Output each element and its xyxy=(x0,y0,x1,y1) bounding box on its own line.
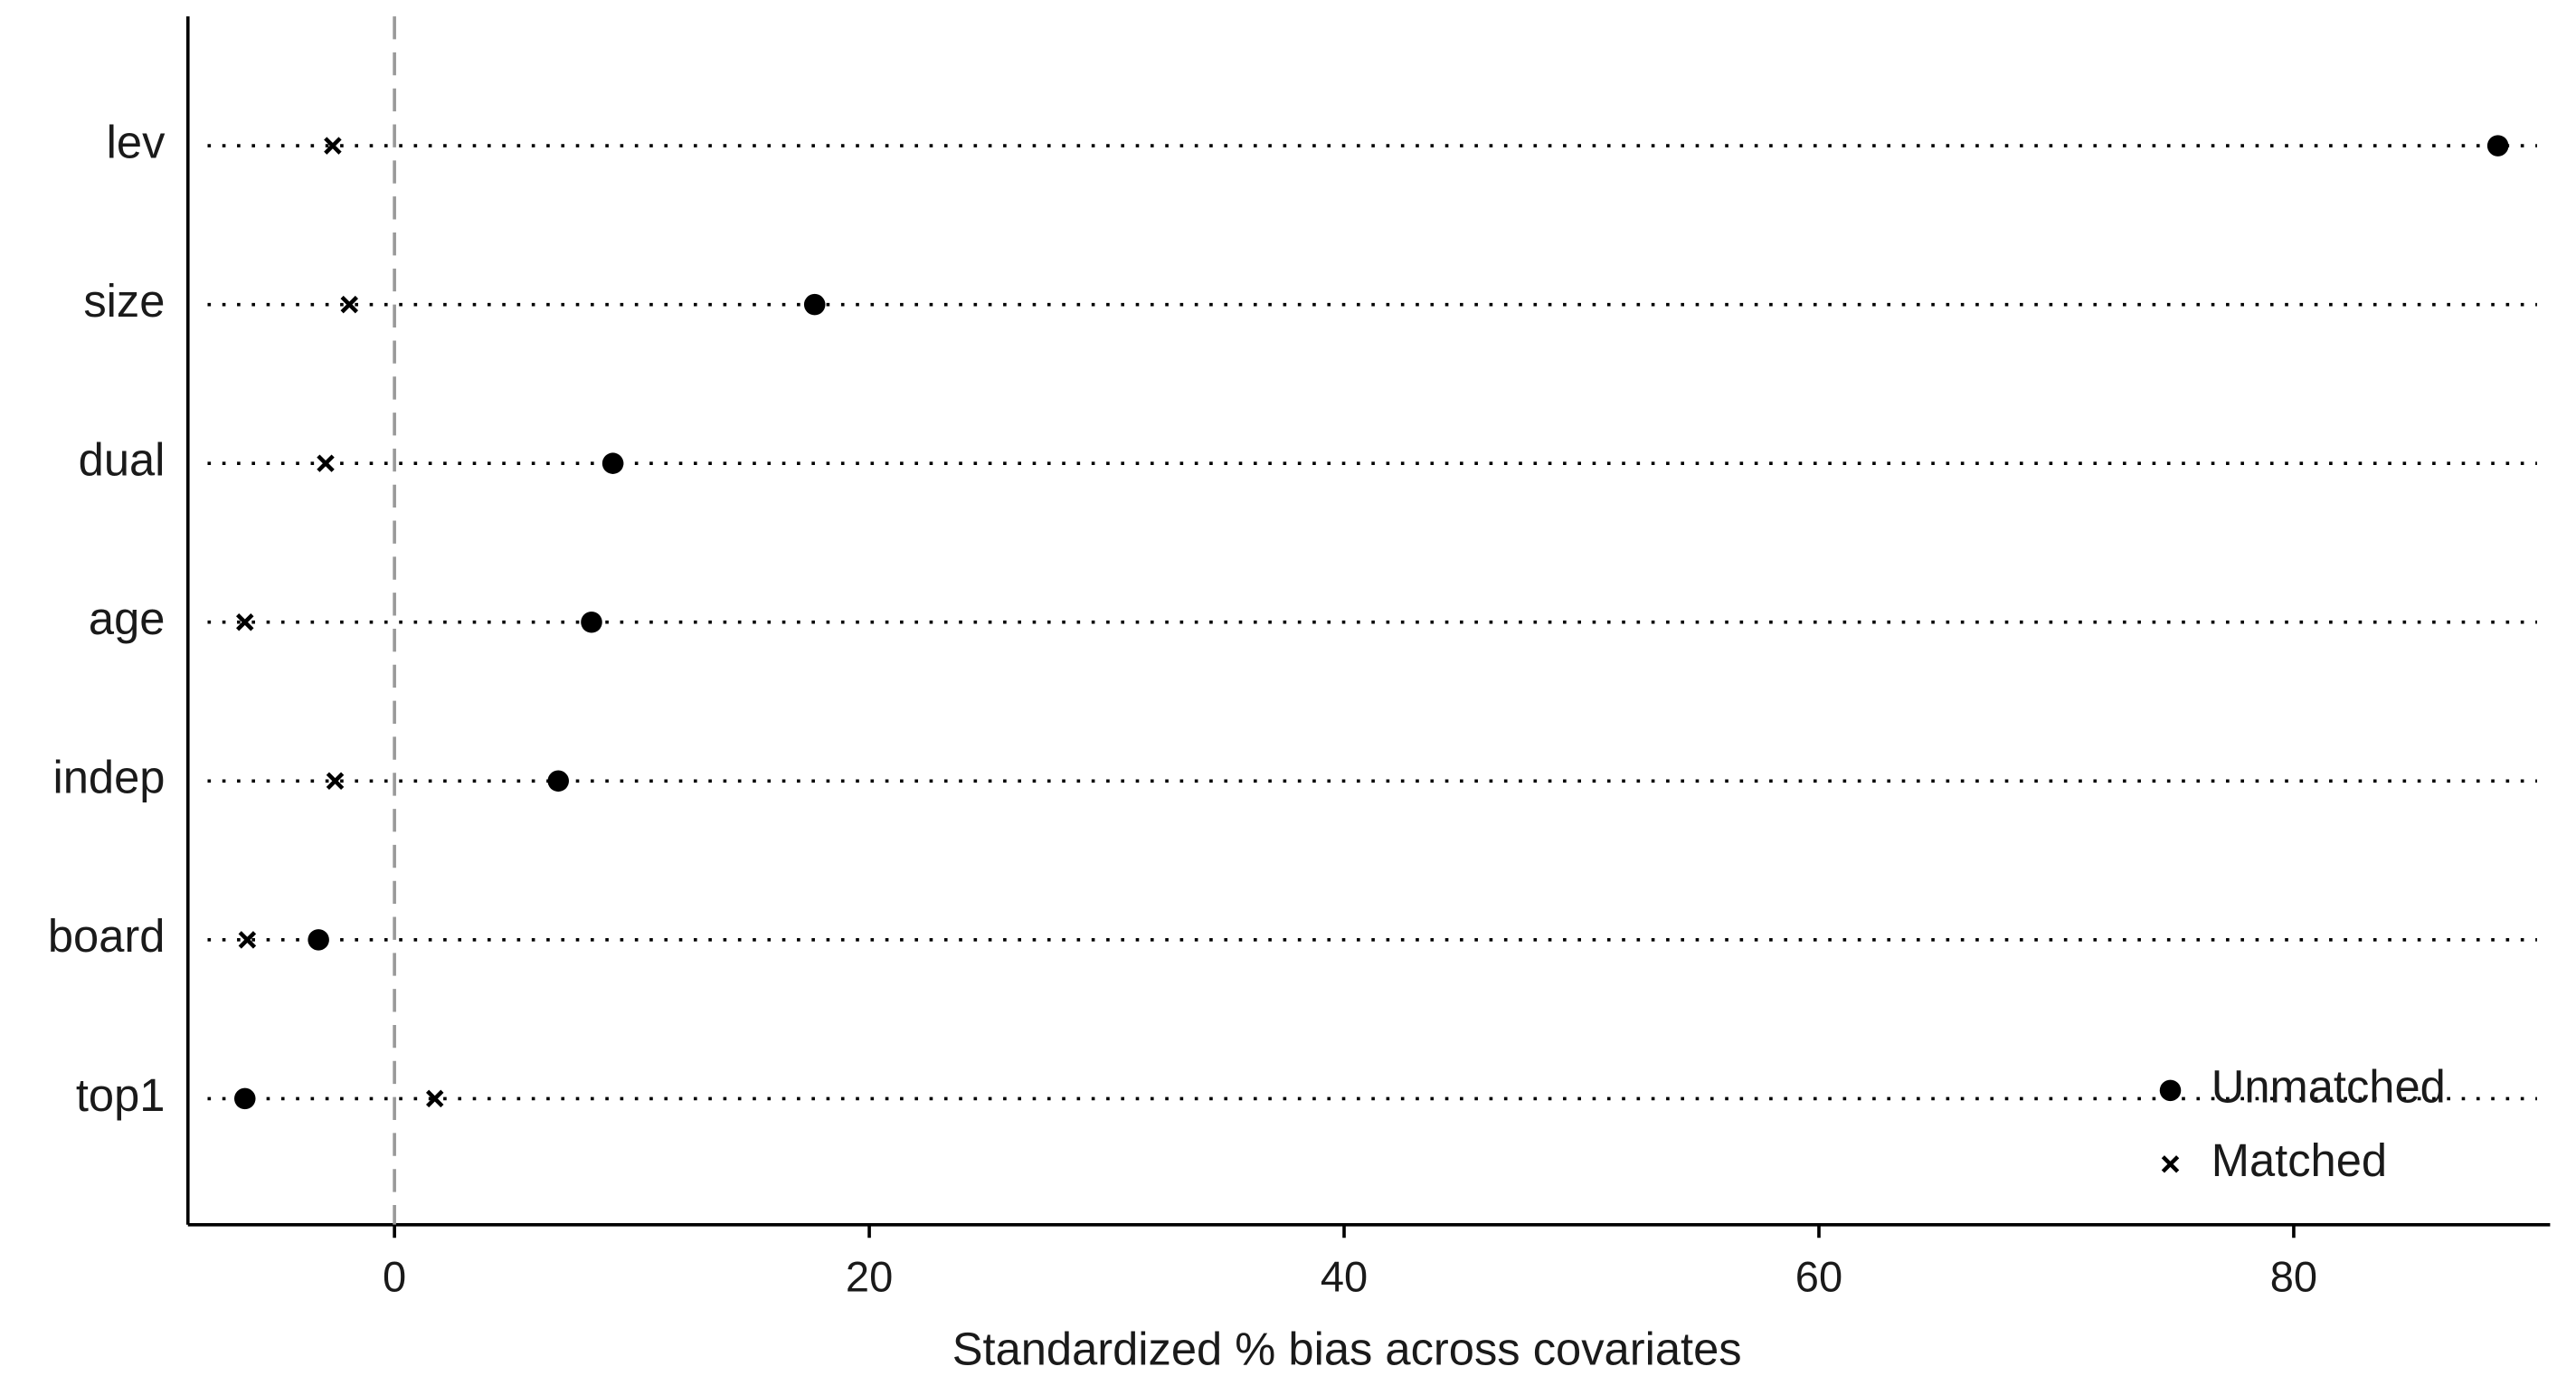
cross-mark xyxy=(317,454,335,472)
dot xyxy=(234,1087,256,1110)
y-tick-label: board xyxy=(48,910,166,962)
cross-mark xyxy=(324,137,342,155)
dot xyxy=(601,452,624,474)
y-tick-label: top1 xyxy=(76,1069,166,1121)
dot xyxy=(2486,135,2509,157)
y-tick-label: indep xyxy=(52,752,165,803)
x-tick-label: 0 xyxy=(383,1253,406,1301)
x-tick-label: 80 xyxy=(2270,1253,2317,1301)
dot xyxy=(803,293,826,316)
legend-label: Unmatched xyxy=(2211,1061,2446,1113)
x-tick-label: 20 xyxy=(846,1253,893,1301)
x-tick-label: 60 xyxy=(1795,1253,1842,1301)
cross-mark xyxy=(426,1089,444,1108)
x-tick-label: 40 xyxy=(1321,1253,1368,1301)
dot xyxy=(308,929,329,951)
cross-mark xyxy=(236,613,254,631)
dot xyxy=(547,770,569,792)
y-tick-label: size xyxy=(83,275,165,327)
cross-mark xyxy=(238,931,257,949)
dot xyxy=(581,611,602,633)
y-tick-label: dual xyxy=(79,434,166,486)
cross-mark xyxy=(326,772,345,791)
legend-marker xyxy=(2159,1079,2182,1102)
legend-marker xyxy=(2161,1155,2180,1173)
legend-label: Matched xyxy=(2211,1134,2387,1186)
cross-mark xyxy=(340,295,359,314)
y-tick-label: age xyxy=(89,593,166,644)
y-tick-label: lev xyxy=(107,116,166,167)
x-axis-title: Standardized % bias across covariates xyxy=(952,1323,1742,1374)
